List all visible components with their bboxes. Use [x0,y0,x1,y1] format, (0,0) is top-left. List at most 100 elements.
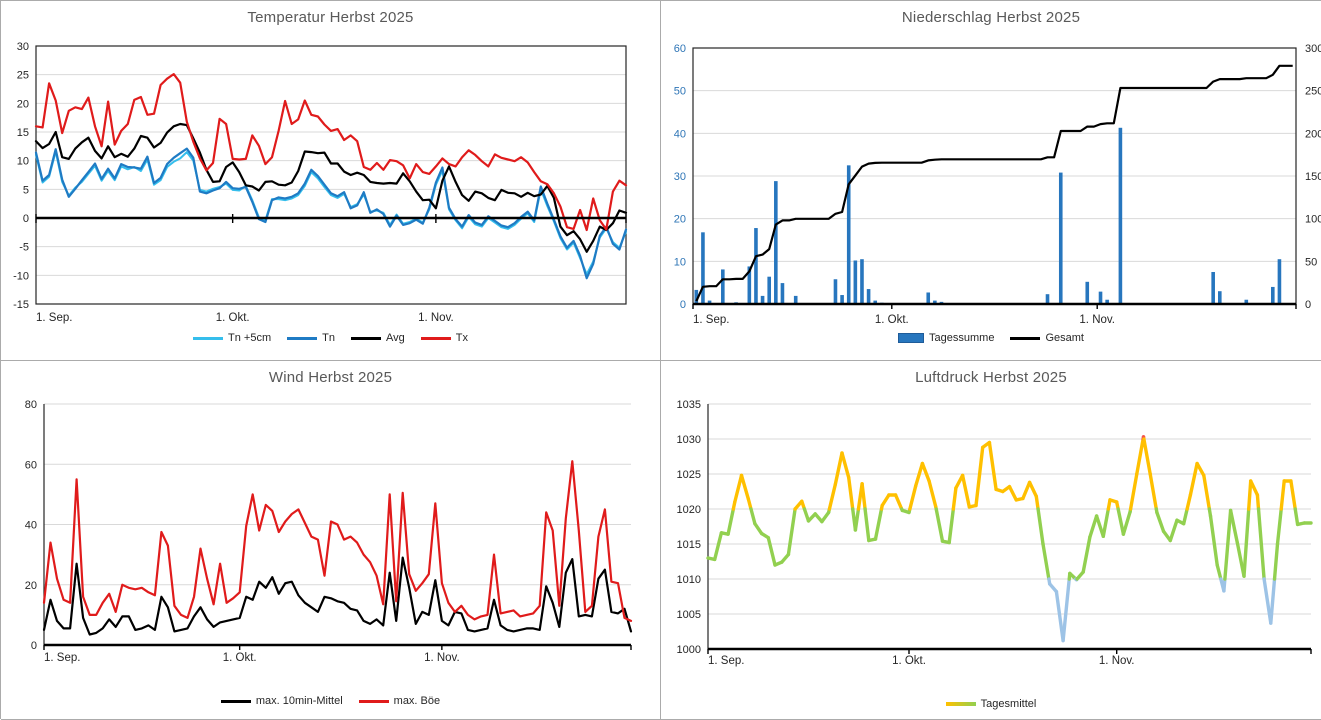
y2-axis-label: 100 [1305,214,1321,226]
y-axis-label: 1025 [677,469,701,481]
legend-label: Avg [386,332,405,344]
precip-bar [834,279,838,304]
y-axis-label: 1005 [677,609,701,621]
pressure-segment [916,464,923,486]
pressure-segment [835,453,842,485]
pressure-segment [976,447,983,505]
pressure-segment [1090,516,1097,537]
pressure-segment [1257,495,1258,509]
y-axis-label: 80 [25,399,37,411]
y-axis-label: 1030 [677,434,701,446]
y-axis-label: 0 [23,213,29,225]
pressure-segment [1010,487,1017,500]
pressure-segment [1056,592,1063,641]
legend-label: max. Böe [394,695,440,707]
y-axis-label: 1020 [677,504,701,516]
legend-line-swatch [351,337,381,340]
legend-item-gesamt: Gesamt [1010,332,1084,344]
y2-axis-label: 50 [1305,256,1317,268]
pressure-segment [1231,510,1238,542]
pressure-segment [922,464,929,482]
y-axis-label: 0 [31,640,37,652]
pressure-segment [1278,509,1282,544]
pressure-segment [751,509,755,524]
pressure-segment [1083,537,1090,572]
series-max. Böe [44,461,631,621]
pressure-segment [1275,544,1278,579]
pressure-segment [1118,509,1123,534]
pressure-segment [1023,482,1030,498]
y-axis-label: 40 [25,520,37,532]
legend-item-tx: Tx [421,332,468,344]
precip-bar [721,269,725,304]
x-axis-label: 1. Sep. [708,655,744,667]
legend-line-swatch [421,337,451,340]
legend-item-avg: Avg [351,332,405,344]
pressure-segment [788,509,795,555]
precip-bar [1059,173,1063,304]
series-Gesamt [696,66,1292,301]
temperature-legend: Tn +5cm Tn Avg Tx [1,332,660,344]
pressure-segment [862,484,865,509]
x-axis-label: 1. Okt. [223,652,257,664]
y-axis-label: 20 [25,580,37,592]
legend-item-max-10min-mittel: max. 10min-Mittel [221,695,343,707]
pressure-segment [1187,495,1190,509]
pressure-segment [1043,544,1049,579]
pressure-segment [936,509,942,541]
series-Avg [36,124,626,252]
series-Tn +5cm [36,152,626,275]
pressure-segment [1225,510,1231,579]
y-axis-label: 40 [674,128,686,140]
y-axis-label: -15 [13,299,29,311]
pressure-segment [953,488,956,509]
x-axis-label: 1. Okt. [216,312,250,324]
y-axis-label: 1035 [677,399,701,411]
pressure-segment [876,509,882,539]
pressure-segment [735,475,742,502]
precip-bar [767,277,771,304]
y-axis-label: 0 [680,299,686,311]
y-axis-label: 1000 [677,644,701,656]
y2-axis-label: 0 [1305,299,1311,311]
pressure-segment [1211,516,1218,565]
precip-bar [1085,282,1089,304]
pressure-segment [929,481,936,507]
y-axis-label: 1015 [677,539,701,551]
legend-line-swatch [221,700,251,703]
y-axis-label: 10 [674,256,686,268]
pressure-segment [1204,475,1210,509]
precip-bar [867,289,871,304]
pressure-segment [1170,520,1177,540]
pressure-segment [1291,481,1295,509]
x-axis-label: 1. Sep. [44,652,80,664]
pressure-segment [896,495,902,509]
legend-bar-swatch [898,333,924,343]
x-axis-label: 1. Sep. [36,312,72,324]
pressure-segment [829,485,835,510]
legend-label: Tn +5cm [228,332,271,344]
pressure-segment [849,478,853,510]
y-axis-label: 30 [17,41,29,53]
y-axis-label: 15 [17,127,29,139]
y2-axis-label: 300 [1305,43,1321,55]
x-axis-label: 1. Nov. [424,652,460,664]
pressure-segment [1244,509,1249,576]
pressure-segment [989,443,996,490]
x-axis-label: 1. Okt. [892,655,926,667]
precipitation-legend: Tagessumme Gesamt [661,332,1321,344]
legend-line-swatch [287,337,317,340]
precip-bar [1211,272,1215,304]
legend-item-tagesmittel: Tagesmittel [946,698,1037,710]
precip-bar [1119,128,1123,304]
y-axis-label: -5 [19,242,29,254]
y2-axis-label: 250 [1305,86,1321,98]
legend-label: Tagessumme [929,332,994,344]
pressure-segment [1063,579,1069,641]
x-axis-label: 1. Nov. [418,312,454,324]
legend-label: Tn [322,332,335,344]
